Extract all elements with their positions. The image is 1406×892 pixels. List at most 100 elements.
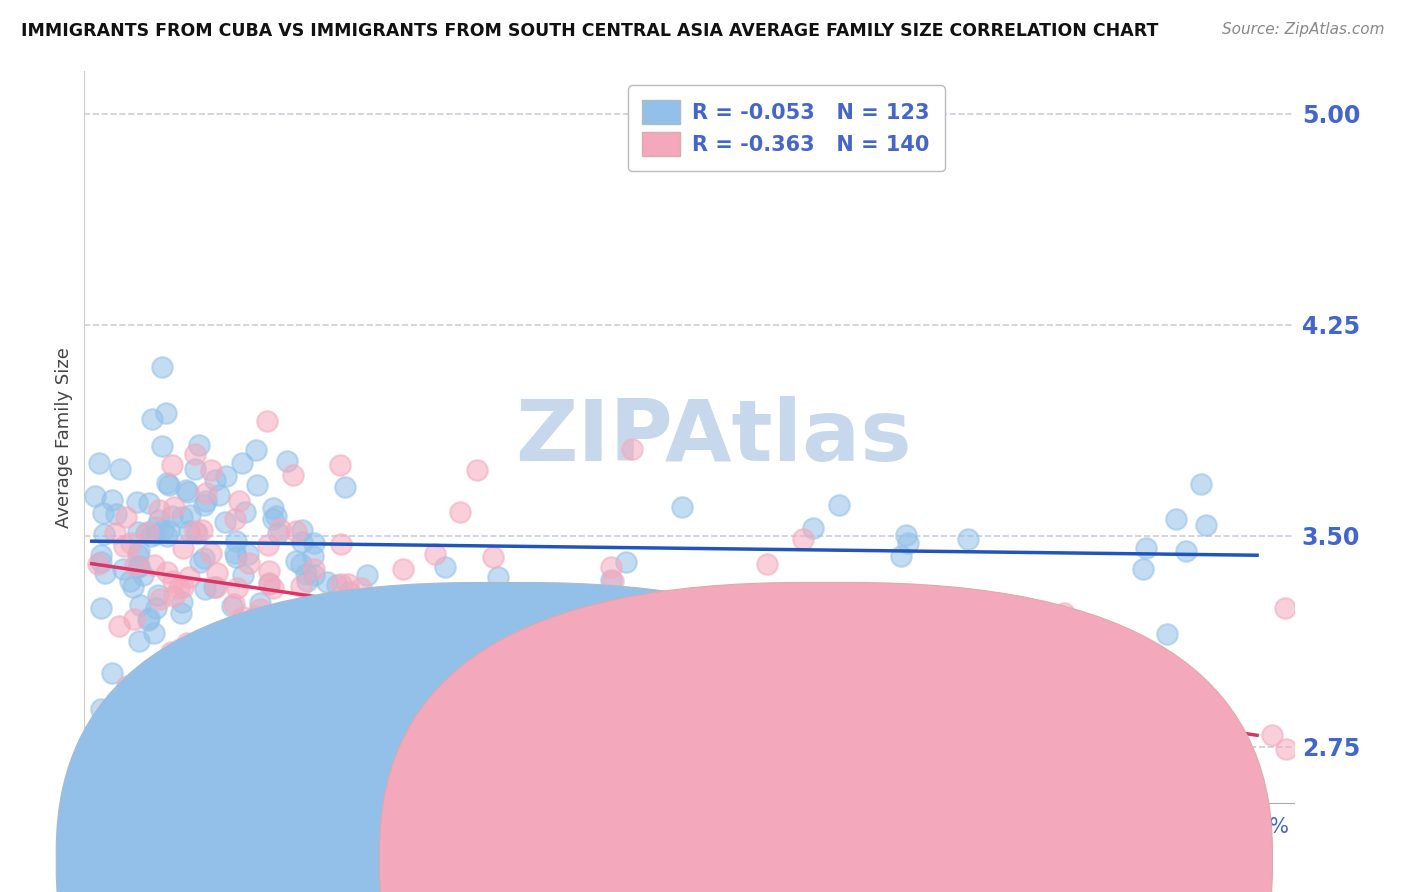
- Point: [1274, 742, 1296, 756]
- Point: [162, 574, 184, 588]
- Point: [277, 609, 299, 624]
- Point: [485, 618, 508, 632]
- Point: [145, 520, 167, 534]
- Point: [330, 620, 353, 634]
- Point: [467, 462, 489, 476]
- Point: [115, 510, 138, 524]
- Point: [267, 637, 290, 651]
- Point: [329, 646, 352, 660]
- Point: [262, 581, 284, 595]
- Point: [202, 580, 225, 594]
- Point: [127, 560, 149, 574]
- Point: [363, 650, 385, 665]
- Point: [288, 669, 311, 683]
- Point: [127, 549, 149, 563]
- Point: [252, 630, 274, 644]
- Point: [207, 566, 229, 580]
- Point: [172, 580, 194, 594]
- Point: [233, 505, 256, 519]
- Point: [614, 555, 637, 569]
- Point: [326, 642, 349, 657]
- Point: [981, 781, 1004, 796]
- Point: [291, 524, 314, 538]
- Point: [406, 781, 429, 796]
- Point: [239, 648, 262, 662]
- Point: [824, 607, 846, 621]
- Point: [148, 659, 170, 673]
- Point: [1135, 541, 1157, 555]
- Point: [433, 560, 456, 574]
- Point: [214, 516, 236, 530]
- Point: [257, 538, 280, 552]
- Point: [195, 486, 218, 500]
- Point: [194, 494, 217, 508]
- Point: [93, 527, 115, 541]
- Point: [155, 672, 177, 686]
- Legend: R = -0.053   N = 123, R = -0.363   N = 140: R = -0.053 N = 123, R = -0.363 N = 140: [628, 86, 945, 171]
- Point: [394, 697, 416, 711]
- Point: [179, 508, 201, 522]
- Point: [1175, 544, 1198, 558]
- Point: [257, 576, 280, 591]
- Point: [236, 547, 259, 561]
- Point: [1199, 709, 1222, 723]
- Point: [1078, 622, 1101, 636]
- Point: [1274, 601, 1296, 615]
- Point: [184, 524, 207, 538]
- Point: [188, 438, 211, 452]
- Point: [1071, 660, 1094, 674]
- Point: [377, 696, 399, 710]
- Point: [104, 526, 127, 541]
- Point: [979, 753, 1001, 767]
- Point: [128, 558, 150, 573]
- Point: [619, 628, 641, 642]
- Point: [174, 483, 197, 497]
- Point: [221, 599, 243, 614]
- Point: [960, 793, 983, 807]
- Point: [90, 548, 112, 562]
- Point: [250, 644, 273, 658]
- Point: [633, 656, 655, 670]
- Point: [208, 488, 231, 502]
- Point: [148, 512, 170, 526]
- Point: [956, 532, 979, 546]
- Point: [90, 600, 112, 615]
- Point: [224, 597, 246, 611]
- Point: [118, 574, 141, 588]
- Point: [232, 567, 254, 582]
- Point: [205, 580, 228, 594]
- Text: Immigrants from Cuba: Immigrants from Cuba: [534, 851, 731, 869]
- Point: [139, 666, 162, 681]
- Point: [333, 632, 356, 647]
- Point: [1178, 866, 1201, 880]
- Point: [170, 510, 193, 524]
- Point: [1132, 562, 1154, 576]
- Point: [193, 498, 215, 512]
- Point: [1195, 518, 1218, 533]
- Point: [138, 496, 160, 510]
- Point: [269, 522, 291, 536]
- Point: [167, 581, 190, 595]
- Point: [142, 625, 165, 640]
- Point: [486, 570, 509, 584]
- Point: [283, 467, 305, 482]
- Point: [108, 462, 131, 476]
- Point: [288, 632, 311, 646]
- Point: [146, 679, 169, 693]
- Point: [159, 698, 181, 713]
- Point: [262, 501, 284, 516]
- Point: [90, 702, 112, 716]
- Point: [941, 679, 963, 693]
- Point: [156, 565, 179, 579]
- Point: [326, 578, 349, 592]
- Point: [1042, 681, 1064, 696]
- Point: [183, 652, 205, 666]
- Point: [127, 525, 149, 540]
- Point: [1053, 606, 1076, 620]
- Point: [330, 537, 353, 551]
- Point: [209, 646, 232, 660]
- Point: [290, 557, 312, 571]
- Point: [172, 541, 194, 556]
- Point: [245, 609, 267, 624]
- Point: [307, 623, 329, 637]
